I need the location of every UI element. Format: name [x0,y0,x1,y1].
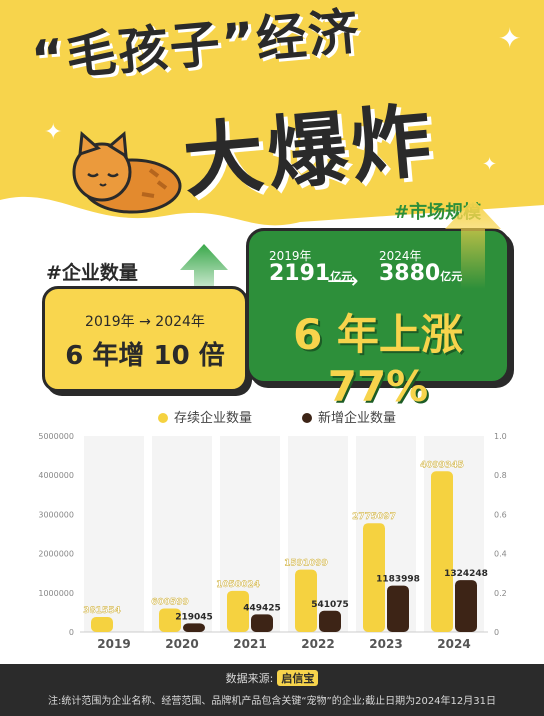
data-label-existing: 1050024 [216,580,260,590]
sparkle-icon: ✦ [498,22,522,55]
bar-existing [363,523,385,632]
data-label-new: 1183998 [376,575,420,585]
bar-existing [159,608,181,632]
x-tick-label: 2020 [165,637,198,651]
up-arrow-icon [180,244,228,304]
bar-existing [91,617,113,632]
chart-legend: 存续企业数量 新增企业数量 [0,407,544,427]
bar-existing [227,590,249,632]
bar-new [455,580,477,632]
data-label-existing: 381554 [83,606,121,616]
x-tick-label: 2019 [97,637,130,651]
source-brand-logo: 启信宝 [277,670,319,686]
market-headline: 6 年上涨 77% [293,310,463,411]
data-label-existing: 600599 [151,597,189,607]
legend-label-existing: 存续企业数量 [174,411,253,426]
legend-swatch-new [302,413,312,423]
market-value-to: 3880亿元 [379,261,463,286]
data-label-new: 449425 [243,603,281,613]
title-line2: 大爆炸 [179,93,439,209]
y-tick-label: 3000000 [38,510,74,519]
bar-new [319,610,341,632]
footnote: 注:统计范围为企业名称、经营范围、品牌机产品包含关键“宠物”的企业;截止日期为2… [48,696,496,707]
sparkle-icon: ✦ [44,120,63,145]
y2-tick-label: 0.6 [494,510,507,519]
x-tick-label: 2024 [437,637,470,651]
bar-existing [431,471,453,632]
legend-label-new: 新增企业数量 [318,411,397,426]
footer: 数据来源: 启信宝 注:统计范围为企业名称、经营范围、品牌机产品包含关键“宠物”的… [0,664,544,716]
y2-tick-label: 0.2 [494,589,507,598]
bar-existing [295,569,317,632]
x-tick-label: 2022 [301,637,334,651]
bar-new [387,585,409,632]
data-source: 数据来源: 启信宝 [0,670,544,686]
column-background [84,436,144,632]
legend-item-existing: 存续企业数量 [158,407,252,426]
market-year-from: 2019年 [269,249,312,263]
sparkle-icon: ✦ [482,154,498,175]
enterprise-years: 2019年 → 2024年 [85,314,205,330]
data-label-existing: 4099345 [420,460,464,470]
data-label-new: 219045 [175,612,213,622]
x-tick-label: 2021 [233,637,266,651]
market-card: 2019年 2191亿元 ⟶ 2024年 3880亿元 6 年上涨 77% [246,199,510,411]
y-tick-label: 1000000 [38,589,74,598]
bar-new [251,614,273,632]
data-label-existing: 1591099 [284,559,328,569]
y2-tick-label: 0.8 [494,471,507,480]
y-tick-label: 0 [69,628,74,637]
bar-chart: 0 1000000 2000000 3000000 4000000 5000000 0 0.2… [38,432,507,651]
enterprise-tag: #企业数量 [46,262,138,284]
data-label-existing: 2775097 [352,512,396,522]
legend-swatch-existing [158,413,168,423]
y-tick-label: 4000000 [38,471,74,480]
data-label-new: 541075 [311,600,349,610]
legend-item-new: 新增企业数量 [302,407,396,426]
column-background [152,436,212,632]
y-tick-label: 2000000 [38,550,74,559]
enterprise-headline: 6 年增 10 倍 [65,341,225,371]
data-label-new: 1324248 [444,569,488,579]
y2-tick-label: 1.0 [494,432,507,441]
market-year-to: 2024年 [379,249,422,263]
market-value-from: 2191亿元 [269,261,353,286]
y-tick-label: 5000000 [38,432,74,441]
x-tick-label: 2023 [369,637,402,651]
enterprise-card: 2019年 → 2024年 6 年增 10 倍 [42,286,248,392]
sleeping-cat-icon [72,130,182,214]
y2-tick-label: 0 [494,628,499,637]
arrow-right-icon: ⟶ [327,269,359,294]
source-label: 数据来源: [225,672,274,685]
y2-tick-label: 0.4 [494,550,507,559]
up-arrow-icon [445,199,501,289]
bar-new [183,623,205,632]
